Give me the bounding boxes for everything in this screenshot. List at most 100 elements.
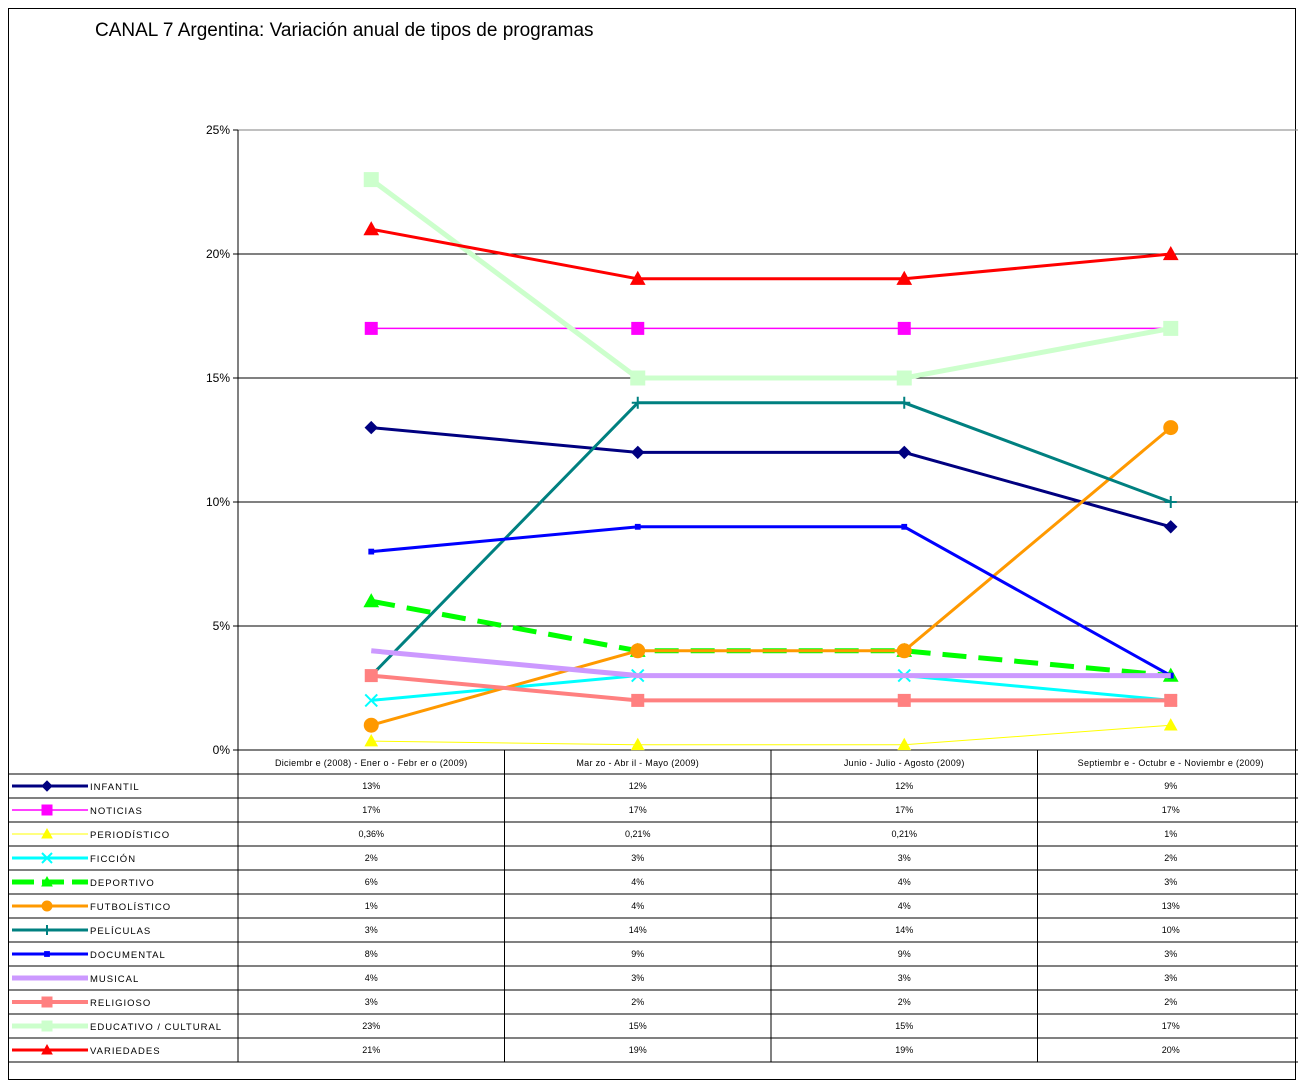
x-tick-label: Junio - Julio - Agosto (2009) [844, 758, 965, 768]
series-line-2 [371, 724, 1171, 746]
table-cell-value: 13% [1162, 901, 1180, 911]
data-point [897, 693, 911, 707]
data-point [363, 172, 379, 188]
data-point [364, 321, 378, 335]
table-cell-value: 17% [1162, 1021, 1180, 1031]
table-cell-value: 15% [629, 1021, 647, 1031]
table-cell-value: 14% [895, 925, 913, 935]
table-cell-value: 2% [1164, 853, 1177, 863]
table-cell-value: 3% [365, 925, 378, 935]
data-point [629, 270, 646, 285]
data-point [368, 548, 375, 555]
data-point [898, 396, 911, 409]
data-point [897, 445, 911, 460]
data-point [631, 445, 645, 460]
y-tick-label: 15% [206, 371, 230, 385]
table-cell-value: 4% [898, 901, 911, 911]
series-line-7 [371, 525, 1172, 677]
data-point [1162, 245, 1179, 261]
data-point [896, 270, 913, 285]
data-point [1164, 520, 1178, 534]
data-point [896, 370, 912, 386]
series-line-5 [370, 426, 1172, 727]
legend-marker [41, 996, 53, 1008]
y-tick-label: 10% [206, 495, 230, 509]
table-cell-value: 8% [365, 949, 378, 959]
legend-label: RELIGIOSO [90, 998, 151, 1009]
legend-label: PELÍCULAS [90, 926, 151, 937]
data-point [1164, 693, 1178, 707]
table-cell-value: 9% [631, 949, 644, 959]
legend-label: VARIEDADES [90, 1046, 161, 1057]
legend-label: INFANTIL [90, 782, 140, 793]
table-cell-value: 1% [365, 901, 378, 911]
data-point [363, 593, 380, 608]
data-point [364, 693, 378, 708]
legend-label: MUSICAL [90, 974, 139, 985]
y-tick-label: 20% [206, 247, 230, 261]
y-tick-label: 5% [213, 619, 231, 633]
table-cell-value: 2% [898, 997, 911, 1007]
data-point [630, 370, 646, 386]
table-cell-value: 9% [898, 949, 911, 959]
chart-title: CANAL 7 Argentina: Variación anual de ti… [95, 20, 594, 41]
data-point [897, 321, 911, 335]
table-cell-value: 0,21% [625, 829, 651, 839]
data-point [631, 396, 644, 409]
data-point [630, 643, 646, 659]
table-cell-value: 3% [631, 973, 644, 983]
table-cell-value: 3% [898, 973, 911, 983]
table-cell-value: 17% [1162, 805, 1180, 815]
data-point [896, 643, 912, 659]
x-tick-label: Mar zo - Abr il - Mayo (2009) [576, 758, 699, 768]
table-cell-value: 3% [1164, 949, 1177, 959]
table-cell-value: 2% [1164, 997, 1177, 1007]
table-cell-value: 3% [631, 853, 644, 863]
legend-marker [41, 780, 53, 792]
table-cell-value: 17% [629, 805, 647, 815]
data-point [1163, 320, 1179, 336]
table-cell-value: 2% [631, 997, 644, 1007]
series-line-10 [369, 177, 1172, 381]
legend-label: FUTBOLÍSTICO [90, 902, 171, 913]
table-cell-value: 20% [1162, 1045, 1180, 1055]
data-point [634, 523, 641, 530]
table-cell-value: 15% [895, 1021, 913, 1031]
series-line-11 [370, 227, 1171, 281]
chart-frame [8, 8, 1296, 1080]
data-point [364, 420, 378, 435]
legend-marker [41, 875, 53, 887]
table-cell-value: 3% [365, 997, 378, 1007]
table-cell-value: 12% [895, 781, 913, 791]
legend-label: FICCIÓN [90, 854, 136, 865]
table-cell-value: 12% [629, 781, 647, 791]
data-point [364, 734, 379, 747]
data-point [630, 737, 645, 751]
table-cell-value: 3% [1164, 973, 1177, 983]
table-cell-value: 4% [631, 877, 644, 887]
table-cell-value: 13% [362, 781, 380, 791]
legend-marker [42, 925, 52, 935]
data-point [1163, 718, 1178, 731]
series-line-0 [371, 426, 1172, 529]
data-point [631, 321, 645, 335]
series-line-8 [371, 648, 1171, 679]
table-cell-value: 6% [365, 877, 378, 887]
table-cell-value: 10% [1162, 925, 1180, 935]
data-point [897, 737, 912, 751]
legend-marker [41, 1020, 53, 1032]
legend-marker [41, 1043, 53, 1055]
data-point [364, 669, 378, 683]
table-cell-value: 0,36% [358, 829, 384, 839]
data-point [631, 693, 645, 707]
legend-marker [41, 900, 53, 912]
legend-label: DEPORTIVO [90, 878, 155, 889]
table-cell-value: 17% [362, 805, 380, 815]
table-cell-value: 9% [1164, 781, 1177, 791]
table-cell-value: 4% [365, 973, 378, 983]
data-point [363, 221, 380, 236]
table-cell-value: 21% [362, 1045, 380, 1055]
table-cell-value: 1% [1164, 829, 1177, 839]
y-tick-label: 0% [213, 743, 231, 757]
